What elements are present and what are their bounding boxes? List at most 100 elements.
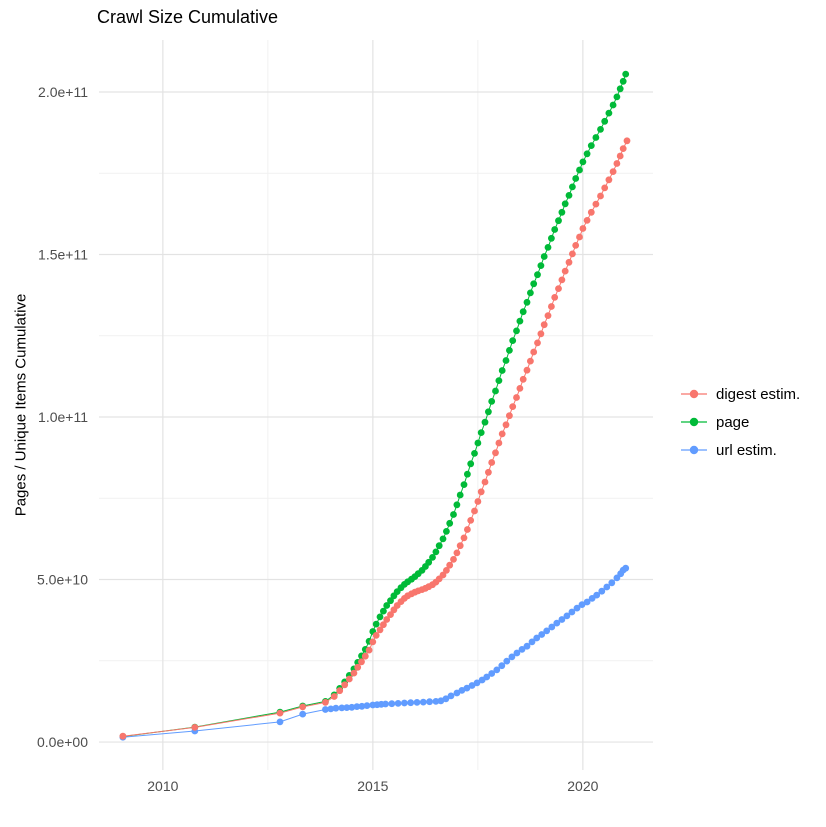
data-point-digest-estim: [464, 526, 471, 533]
data-point-digest-estim: [605, 176, 613, 184]
x-tick-label: 2010: [147, 778, 178, 794]
data-point-digest-estim: [467, 517, 475, 524]
data-point-url-estim: [276, 718, 284, 726]
data-point-page: [572, 175, 580, 182]
y-tick-label: 2.0e+11: [38, 84, 88, 100]
data-point-digest-estim: [506, 412, 513, 420]
data-point-url-estim: [503, 657, 511, 665]
data-point-digest-estim: [498, 430, 506, 438]
data-point-digest-estim: [443, 567, 450, 574]
data-point-page: [432, 548, 440, 556]
data-point-page: [613, 93, 621, 101]
data-point-url-estim: [463, 684, 471, 692]
data-point-digest-estim: [587, 208, 595, 216]
data-point-digest-estim: [322, 699, 329, 706]
data-point-page: [583, 150, 591, 158]
data-point-url-estim: [523, 642, 531, 650]
data-point-digest-estim: [477, 488, 485, 496]
series-url-estim: [119, 564, 630, 741]
data-point-digest-estim: [623, 137, 631, 145]
data-point-page: [439, 535, 447, 543]
data-point-page: [548, 234, 555, 242]
data-point-page: [609, 101, 617, 109]
data-point-page: [555, 217, 562, 225]
data-point-digest-estim: [387, 611, 394, 618]
data-point-page: [471, 450, 478, 457]
data-point-digest-estim: [523, 366, 531, 374]
legend-item-digest-estim: digest estim.: [681, 380, 800, 408]
data-point-url-estim: [593, 591, 601, 599]
data-point-url-estim: [498, 662, 506, 670]
data-point-url-estim: [363, 702, 371, 709]
data-point-url-estim: [468, 682, 476, 689]
data-point-digest-estim: [579, 225, 587, 232]
legend-label: url estim.: [716, 441, 777, 459]
data-point-page: [456, 491, 464, 499]
data-point-url-estim: [407, 699, 415, 707]
data-point-page: [387, 597, 394, 605]
data-point-digest-estim: [299, 703, 307, 711]
data-point-digest-estim: [583, 217, 591, 224]
data-point-page: [429, 554, 436, 561]
y-tick-label: 1.0e+11: [38, 409, 88, 425]
legend-key-dot: [689, 417, 699, 427]
data-point-digest-estim: [537, 330, 545, 338]
data-point-page: [376, 613, 384, 621]
data-point-page: [519, 308, 527, 316]
data-point-digest-estim: [471, 507, 478, 515]
data-point-url-estim: [394, 700, 402, 707]
data-point-url-estim: [553, 619, 561, 627]
series-digest-estim: [119, 137, 631, 740]
data-point-digest-estim: [495, 439, 503, 447]
data-point-url-estim: [453, 689, 461, 697]
data-point-page: [544, 244, 552, 251]
data-point-digest-estim: [460, 534, 468, 542]
data-point-url-estim: [598, 587, 606, 595]
data-point-page: [492, 387, 499, 395]
data-point-page: [576, 166, 583, 174]
data-point-digest-estim: [345, 675, 353, 683]
data-point-digest-estim: [350, 669, 358, 677]
legend-label: page: [716, 413, 750, 431]
data-point-page: [450, 511, 457, 518]
data-point-url-estim: [382, 700, 389, 708]
legend-key-icon: [681, 389, 707, 399]
data-point-url-estim: [488, 670, 496, 677]
data-point-url-estim: [533, 634, 541, 642]
data-point-page: [481, 418, 489, 426]
data-point-url-estim: [573, 604, 581, 612]
data-point-page: [530, 280, 538, 288]
data-point-url-estim: [578, 601, 586, 608]
data-point-page: [616, 85, 624, 93]
data-point-page: [380, 607, 387, 615]
data-point-url-estim: [343, 704, 351, 711]
data-point-digest-estim: [358, 658, 365, 666]
legend-key-icon: [681, 445, 707, 455]
data-point-digest-estim: [330, 693, 338, 700]
data-point-digest-estim: [369, 638, 377, 646]
legend-label: digest estim.: [716, 385, 801, 403]
data-point-page: [453, 501, 461, 509]
data-point-page: [477, 429, 485, 436]
data-point-digest-estim: [540, 321, 548, 329]
data-point-url-estim: [493, 666, 501, 674]
data-point-page: [474, 439, 482, 447]
data-point-page: [561, 200, 569, 208]
data-point-page: [446, 519, 454, 527]
data-point-digest-estim: [551, 294, 559, 301]
x-tick-label: 2020: [567, 778, 598, 794]
x-tick-label: 2015: [357, 778, 388, 794]
data-point-page: [383, 602, 391, 609]
data-point-page: [527, 289, 534, 297]
data-point-digest-estim: [519, 375, 527, 383]
data-point-url-estim: [513, 649, 521, 657]
legend-key-dot: [689, 445, 699, 455]
data-point-url-estim: [327, 705, 335, 713]
data-point-digest-estim: [446, 561, 454, 569]
legend-key-dot: [689, 389, 699, 399]
data-point-digest-estim: [544, 312, 552, 319]
data-point-page: [467, 460, 475, 468]
data-point-digest-estim: [376, 626, 384, 634]
data-point-page: [523, 298, 531, 306]
